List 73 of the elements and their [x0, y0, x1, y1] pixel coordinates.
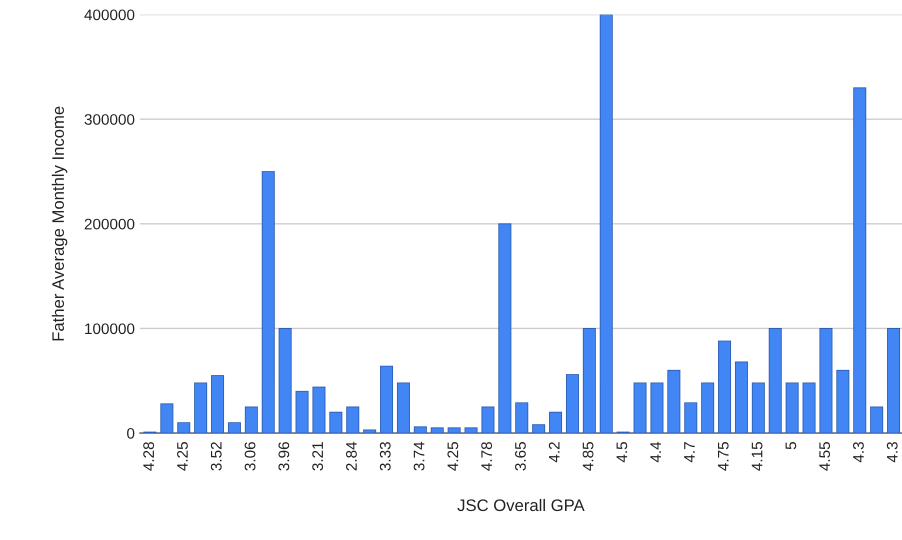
- bar: [414, 426, 427, 434]
- bar: [566, 374, 579, 434]
- x-tick-label: 4.2: [548, 442, 560, 462]
- bar: [752, 382, 765, 434]
- bar: [870, 406, 884, 434]
- x-tick-label: 4.25: [447, 442, 458, 471]
- x-tick-label: 4.55: [819, 442, 830, 471]
- x-tick-label: 3.33: [380, 442, 391, 471]
- x-tick-label: 3.21: [312, 442, 324, 471]
- bar: [600, 14, 613, 434]
- bar: [582, 328, 596, 434]
- bar: [448, 427, 461, 434]
- x-tick-label: 4.78: [481, 442, 492, 471]
- y-tick-label: 200000: [84, 218, 134, 230]
- x-tick-label: 3.96: [278, 442, 290, 471]
- bar: [768, 328, 782, 434]
- bar: [684, 402, 698, 434]
- x-tick-label: 4.28: [143, 442, 154, 471]
- bar: [549, 412, 562, 434]
- bar: [734, 362, 748, 434]
- y-tick-label: 300000: [84, 114, 134, 125]
- bar: [667, 370, 680, 434]
- bar: [211, 375, 224, 434]
- bar: [515, 402, 528, 434]
- x-tick-label: 4.75: [718, 442, 729, 471]
- bar: [853, 87, 866, 434]
- bar: [498, 223, 512, 434]
- bar: [244, 406, 258, 434]
- bar: [312, 386, 326, 434]
- y-axis-title: Father Average Monthly Income: [52, 106, 68, 340]
- bar: [228, 422, 241, 434]
- bar: [634, 382, 647, 434]
- x-tick-label: 4.15: [752, 442, 762, 471]
- bar: [194, 382, 208, 434]
- bar: [786, 382, 799, 434]
- bar: [160, 403, 174, 434]
- x-tick-label: 3.74: [414, 442, 424, 471]
- bar: [177, 422, 190, 434]
- x-tick-label: 3.52: [210, 442, 222, 471]
- x-tick-label: 5: [786, 442, 796, 450]
- bar: [296, 390, 309, 434]
- x-tick-label: 3.65: [515, 442, 526, 471]
- bar: [262, 171, 275, 434]
- bar: [802, 382, 816, 434]
- y-tick-label: 400000: [84, 9, 134, 20]
- bar: [430, 427, 444, 434]
- bar: [346, 406, 360, 434]
- bar: [278, 328, 292, 434]
- bar: [701, 382, 714, 434]
- x-tick-label: 3.06: [244, 442, 256, 471]
- bar: [718, 340, 732, 434]
- x-tick-label: 4.5: [616, 442, 628, 462]
- bar: [329, 412, 342, 434]
- x-tick-label: 4.3: [886, 442, 898, 462]
- bar: [650, 382, 664, 434]
- x-tick-label: 4.25: [177, 442, 188, 471]
- x-tick-label: 4.7: [684, 442, 695, 462]
- x-tick-label: 4.85: [582, 442, 594, 471]
- x-tick-label: 2.84: [346, 442, 357, 470]
- y-tick-label: 0: [127, 428, 134, 439]
- bar: [887, 328, 900, 434]
- bar: [396, 382, 410, 434]
- bar: [464, 427, 478, 434]
- bar: [819, 328, 832, 434]
- bar: [836, 370, 850, 434]
- x-tick-label: 4.3: [853, 442, 864, 462]
- x-axis-title: JSC Overall GPA: [457, 498, 585, 512]
- bar: [380, 366, 394, 434]
- x-tick-label: 4.4: [650, 442, 661, 462]
- bar: [363, 430, 376, 434]
- bar: [532, 424, 546, 434]
- bar: [481, 406, 494, 434]
- y-tick-label: 100000: [85, 323, 134, 334]
